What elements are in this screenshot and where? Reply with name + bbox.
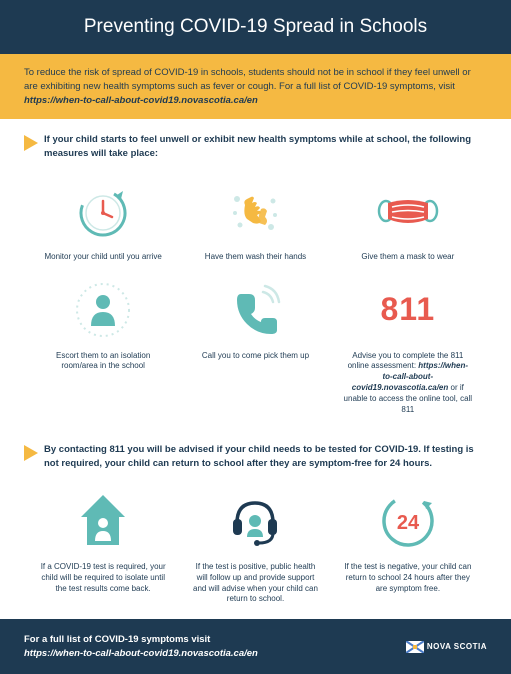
- header-bar: Preventing COVID-19 Spread in Schools: [0, 0, 511, 54]
- footer-line1: For a full list of COVID-19 symptoms vis…: [24, 634, 210, 645]
- section-2-grid: If a COVID-19 test is required, your chi…: [24, 488, 487, 605]
- arrow-icon: [24, 135, 38, 151]
- clock-icon: [70, 178, 136, 244]
- card-811: 811 Advise you to complete the 811 onlin…: [337, 277, 479, 416]
- card-call: Call you to come pick them up: [184, 277, 326, 416]
- intro-text: To reduce the risk of spread of COVID-19…: [24, 67, 471, 92]
- card-text: If the test is negative, your child can …: [343, 562, 473, 594]
- card-text: Call you to come pick them up: [202, 351, 309, 362]
- card-text: Advise you to complete the 811 online as…: [343, 351, 473, 416]
- infographic-page: Preventing COVID-19 Spread in Schools To…: [0, 0, 511, 674]
- hands-icon: [222, 178, 288, 244]
- phone-icon: [222, 277, 288, 343]
- section-1: If your child starts to feel unwell or e…: [0, 119, 511, 429]
- flag-icon: [406, 641, 424, 653]
- intro-box: To reduce the risk of spread of COVID-19…: [0, 54, 511, 119]
- footer-text: For a full list of COVID-19 symptoms vis…: [24, 633, 258, 660]
- card-text: If the test is positive, public health w…: [190, 562, 320, 605]
- card-headset: If the test is positive, public health w…: [184, 488, 326, 605]
- card-text: Monitor your child until you arrive: [44, 252, 161, 263]
- section-1-head: If your child starts to feel unwell or e…: [24, 133, 487, 160]
- card-wash: Have them wash their hands: [184, 178, 326, 263]
- 811-number: 811: [381, 291, 436, 328]
- card-monitor: Monitor your child until you arrive: [32, 178, 174, 263]
- person-icon: [70, 277, 136, 343]
- card-mask: Give them a mask to wear: [337, 178, 479, 263]
- card-escort: Escort them to an isolation room/area in…: [32, 277, 174, 416]
- footer-bar: For a full list of COVID-19 symptoms vis…: [0, 619, 511, 674]
- cycle24-icon: 24: [375, 488, 441, 554]
- footer-link: https://when-to-call-about-covid19.novas…: [24, 648, 258, 659]
- logo-text: NOVA SCOTIA: [427, 642, 487, 651]
- section-2-head: By contacting 811 you will be advised if…: [24, 443, 487, 470]
- arrow-icon: [24, 445, 38, 461]
- novascotia-logo: NOVA SCOTIA: [406, 641, 487, 653]
- card-house: If a COVID-19 test is required, your chi…: [32, 488, 174, 605]
- card-text: If a COVID-19 test is required, your chi…: [38, 562, 168, 594]
- section-2: By contacting 811 you will be advised if…: [0, 429, 511, 619]
- num-24: 24: [397, 512, 420, 534]
- section-1-title: If your child starts to feel unwell or e…: [44, 133, 487, 160]
- 811-icon: 811: [375, 277, 441, 343]
- card-text: Have them wash their hands: [205, 252, 306, 263]
- mask-icon: [375, 178, 441, 244]
- card-text: Escort them to an isolation room/area in…: [38, 351, 168, 373]
- house-icon: [70, 488, 136, 554]
- intro-link: https://when-to-call-about-covid19.novas…: [24, 95, 258, 106]
- headset-icon: [222, 488, 288, 554]
- card-24: 24 If the test is negative, your child c…: [337, 488, 479, 605]
- section-1-grid: Monitor your child until you arrive Have…: [24, 178, 487, 416]
- card-text: Give them a mask to wear: [361, 252, 454, 263]
- page-title: Preventing COVID-19 Spread in Schools: [20, 16, 491, 38]
- section-2-title: By contacting 811 you will be advised if…: [44, 443, 487, 470]
